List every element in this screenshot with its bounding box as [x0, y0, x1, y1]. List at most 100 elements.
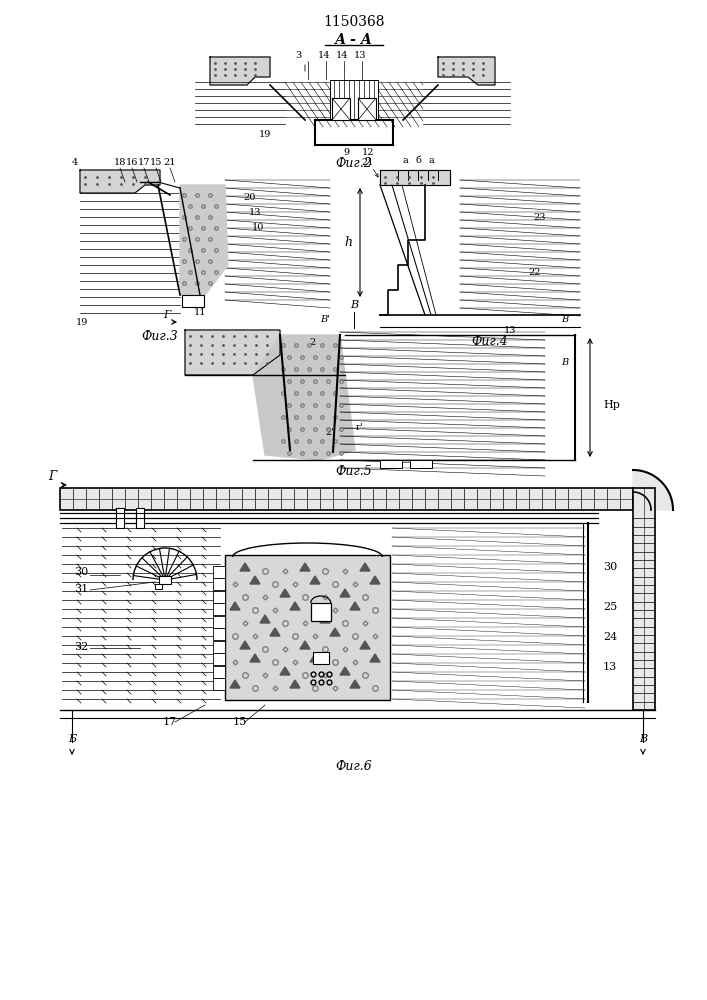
Bar	[633, 488, 655, 710]
Text: B: B	[561, 315, 568, 324]
Text: 32: 32	[74, 642, 88, 652]
Text: B: B	[350, 300, 358, 310]
Text: 21: 21	[164, 158, 176, 167]
Polygon shape	[290, 680, 300, 688]
Polygon shape	[300, 641, 310, 649]
Polygon shape	[633, 470, 673, 510]
Polygon shape	[360, 641, 370, 649]
Polygon shape	[230, 602, 240, 610]
Polygon shape	[185, 330, 280, 375]
Text: 24: 24	[603, 632, 617, 642]
Polygon shape	[370, 654, 380, 662]
Polygon shape	[250, 654, 260, 662]
Text: h: h	[344, 235, 352, 248]
Text: 1150368: 1150368	[323, 15, 385, 29]
Text: 2': 2'	[325, 428, 334, 437]
Polygon shape	[340, 589, 350, 597]
Text: 23: 23	[534, 213, 547, 222]
Bar	[330, 80, 378, 120]
Text: 4: 4	[72, 158, 78, 167]
Text: 12: 12	[362, 148, 374, 157]
Bar	[136, 513, 144, 523]
Bar	[116, 513, 124, 523]
Polygon shape	[330, 628, 340, 636]
Text: 9: 9	[343, 148, 349, 157]
Text: Фиг.2: Фиг.2	[336, 157, 373, 170]
Text: 15: 15	[233, 717, 247, 727]
Bar	[380, 460, 402, 468]
Text: 10: 10	[252, 223, 264, 232]
Polygon shape	[360, 563, 370, 571]
Text: 25: 25	[603, 602, 617, 612]
Bar	[159, 576, 171, 584]
Bar	[213, 628, 225, 640]
Bar	[136, 518, 144, 528]
Text: 19: 19	[76, 318, 88, 327]
Text: Фиг.4: Фиг.4	[472, 335, 508, 348]
Text: 17: 17	[138, 158, 151, 167]
Polygon shape	[240, 563, 250, 571]
Polygon shape	[350, 602, 360, 610]
Polygon shape	[310, 576, 320, 584]
Polygon shape	[80, 170, 160, 193]
Text: Фиг.3: Фиг.3	[141, 330, 178, 343]
Bar	[225, 555, 390, 700]
Text: 13: 13	[354, 51, 366, 60]
Bar	[155, 584, 162, 589]
Polygon shape	[370, 576, 380, 584]
Polygon shape	[250, 576, 260, 584]
Text: а: а	[428, 156, 434, 165]
Text: 16: 16	[126, 158, 138, 167]
Text: 3: 3	[296, 51, 302, 60]
Bar	[136, 508, 144, 518]
Polygon shape	[270, 628, 280, 636]
Bar	[213, 591, 225, 603]
Polygon shape	[340, 667, 350, 675]
Text: 15: 15	[150, 158, 162, 167]
Text: Нр: Нр	[603, 400, 620, 410]
Polygon shape	[350, 680, 360, 688]
Bar	[310, 603, 331, 621]
Polygon shape	[300, 563, 310, 571]
Polygon shape	[320, 615, 330, 623]
Text: 20: 20	[244, 193, 256, 202]
Text: Фиг.5: Фиг.5	[336, 465, 373, 478]
Text: б: б	[415, 156, 421, 165]
Text: 14: 14	[336, 51, 349, 60]
Text: 30: 30	[74, 567, 88, 577]
Polygon shape	[260, 615, 270, 623]
Text: А - А: А - А	[335, 33, 373, 47]
Polygon shape	[280, 589, 290, 597]
Polygon shape	[380, 170, 450, 185]
Text: 19: 19	[259, 130, 271, 139]
Polygon shape	[290, 602, 300, 610]
Text: 21: 21	[362, 158, 374, 167]
Bar	[332, 98, 350, 120]
Polygon shape	[253, 335, 355, 460]
Text: Фиг.6: Фиг.6	[336, 760, 373, 773]
Bar	[312, 652, 329, 664]
Text: 30: 30	[603, 562, 617, 572]
Polygon shape	[280, 667, 290, 675]
Text: 14: 14	[317, 51, 330, 60]
Bar	[213, 653, 225, 665]
Text: Г: Г	[48, 470, 56, 483]
Text: г': г'	[356, 423, 364, 432]
Text: 13: 13	[249, 208, 262, 217]
Polygon shape	[310, 654, 320, 662]
Text: 22: 22	[529, 268, 542, 277]
Polygon shape	[180, 185, 228, 295]
Bar	[213, 578, 225, 590]
Bar	[213, 603, 225, 615]
Text: B: B	[561, 358, 568, 367]
Text: 2: 2	[310, 338, 316, 347]
Text: 18: 18	[114, 158, 126, 167]
Text: 11: 11	[194, 308, 206, 317]
Text: В: В	[639, 734, 647, 744]
Bar	[182, 295, 204, 307]
Bar	[60, 488, 633, 510]
Bar	[213, 666, 225, 678]
Text: 31: 31	[74, 584, 88, 594]
Text: 17: 17	[163, 717, 177, 727]
Bar	[213, 616, 225, 628]
